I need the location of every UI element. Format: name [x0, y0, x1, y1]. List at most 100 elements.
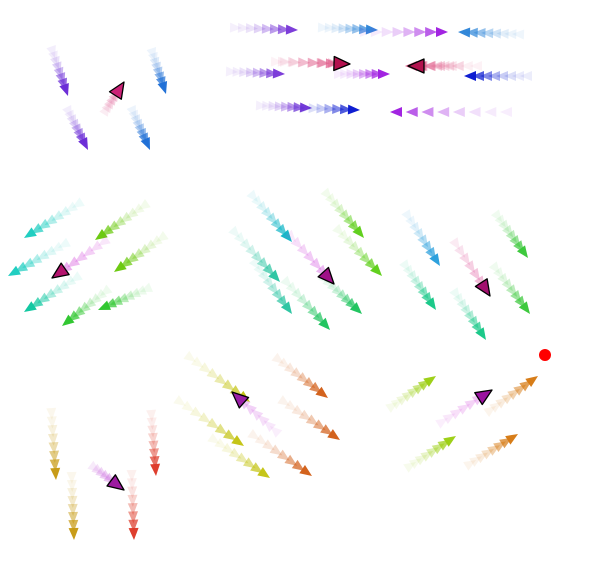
trail-ghost-icon	[66, 114, 77, 128]
trail-ghost-icon	[340, 69, 353, 79]
trail-ghost-icon	[425, 27, 438, 37]
trail-ghost-icon	[496, 71, 508, 81]
trail-ghost-icon	[298, 409, 312, 421]
trail-ghost-icon	[329, 198, 342, 211]
trail-ghost-icon	[432, 61, 445, 71]
arrow-trail	[255, 100, 312, 113]
trail-ghost-icon	[287, 56, 300, 67]
trail-ghost-icon	[64, 109, 75, 123]
trail-ghost-icon	[297, 57, 310, 68]
trail-ghost-icon	[331, 23, 344, 34]
trail-ghost-icon	[149, 56, 160, 70]
trail-ghost-icon	[483, 406, 496, 418]
arrow-head-icon	[429, 253, 440, 266]
trail-ghost-icon	[50, 55, 60, 69]
trail-ghost-icon	[345, 23, 358, 34]
trail-ghost-icon	[277, 357, 291, 369]
trail-ghost-icon	[253, 263, 265, 277]
arrow-head-icon	[299, 465, 312, 476]
trail-ghost-icon	[290, 236, 303, 249]
trail-ghost-icon	[325, 58, 338, 69]
trail-ghost-icon	[266, 68, 279, 79]
trail-ghost-icon	[352, 69, 365, 79]
trail-ghost-icon	[101, 100, 113, 114]
trail-ghost-icon	[371, 69, 384, 79]
trail-ghost-icon	[65, 201, 78, 213]
trail-ghost-icon	[342, 235, 355, 248]
arrow-trail	[126, 105, 150, 150]
trail-ghost-icon	[214, 437, 228, 449]
arrow-trail	[334, 69, 390, 79]
trail-ghost-icon	[270, 426, 283, 438]
trail-ghost-icon	[504, 71, 516, 81]
target-arrow-icon	[474, 278, 491, 297]
trail-ghost-icon	[128, 519, 139, 532]
trail-ghost-icon	[191, 356, 204, 368]
trail-ghost-icon	[312, 419, 326, 431]
trail-ghost-icon	[173, 395, 186, 406]
trail-ghost-icon	[262, 276, 274, 289]
trail-ghost-icon	[148, 51, 158, 65]
trail-ghost-icon	[49, 459, 60, 472]
trail-ghost-icon	[392, 27, 405, 37]
trail-ghost-icon	[247, 429, 260, 440]
trail-ghost-icon	[251, 250, 263, 264]
arrow-trail	[225, 66, 285, 79]
trail-ghost-icon	[100, 284, 113, 296]
trail-ghost-icon	[146, 47, 157, 60]
trail-ghost-icon	[423, 61, 436, 71]
trail-ghost-icon	[296, 372, 310, 384]
trail-ghost-icon	[246, 189, 258, 202]
trail-ghost-icon	[291, 459, 305, 471]
trail-ghost-icon	[134, 285, 147, 295]
arrow-head-icon	[347, 104, 360, 115]
trail-ghost-icon	[126, 105, 136, 118]
trail-ghost-icon	[67, 495, 78, 508]
trail-ghost-icon	[248, 257, 260, 270]
arrow-head-icon	[8, 265, 21, 276]
trail-ghost-icon	[430, 61, 442, 71]
trail-ghost-icon	[449, 408, 463, 420]
target-arrow-trail	[449, 237, 491, 297]
trail-ghost-icon	[255, 100, 268, 111]
trail-ghost-icon	[501, 278, 513, 292]
trail-ghost-icon	[251, 195, 263, 208]
trail-ghost-icon	[470, 61, 482, 71]
arrow-trail	[46, 45, 69, 96]
trail-ghost-icon	[66, 471, 77, 484]
trail-ghost-icon	[337, 229, 350, 242]
trail-ghost-icon	[122, 290, 135, 300]
trail-ghost-icon	[317, 57, 330, 68]
trail-ghost-icon	[280, 275, 292, 288]
target-arrow-trail	[407, 58, 464, 74]
trail-ghost-icon	[435, 418, 448, 429]
trail-ghost-icon	[269, 444, 283, 456]
trail-ghost-icon	[67, 256, 81, 268]
trail-ghost-icon	[488, 261, 500, 274]
arrow-head-icon	[378, 69, 390, 79]
trail-ghost-icon	[147, 432, 158, 446]
trail-ghost-icon	[293, 102, 306, 113]
trail-ghost-icon	[326, 280, 340, 293]
arrow-trail	[228, 225, 280, 282]
trail-ghost-icon	[303, 250, 315, 263]
target-arrow-trail	[87, 460, 125, 491]
trail-ghost-icon	[280, 101, 294, 112]
arrow-head-icon	[390, 107, 402, 117]
trail-ghost-icon	[43, 245, 57, 256]
trail-ghost-icon	[469, 267, 480, 281]
trail-ghost-icon	[37, 218, 51, 230]
arrow-trail	[401, 209, 440, 266]
trail-ghost-icon	[256, 201, 268, 214]
arrow-trail	[403, 436, 456, 473]
trail-ghost-icon	[317, 22, 330, 33]
trail-ghost-icon	[437, 107, 450, 117]
arrow-trail	[24, 271, 83, 312]
trail-ghost-icon	[221, 442, 235, 454]
trail-ghost-icon	[29, 253, 43, 264]
trail-ghost-icon	[444, 61, 457, 71]
trail-ghost-icon	[128, 287, 141, 298]
arrow-trail	[277, 395, 340, 440]
trail-ghost-icon	[464, 260, 475, 273]
